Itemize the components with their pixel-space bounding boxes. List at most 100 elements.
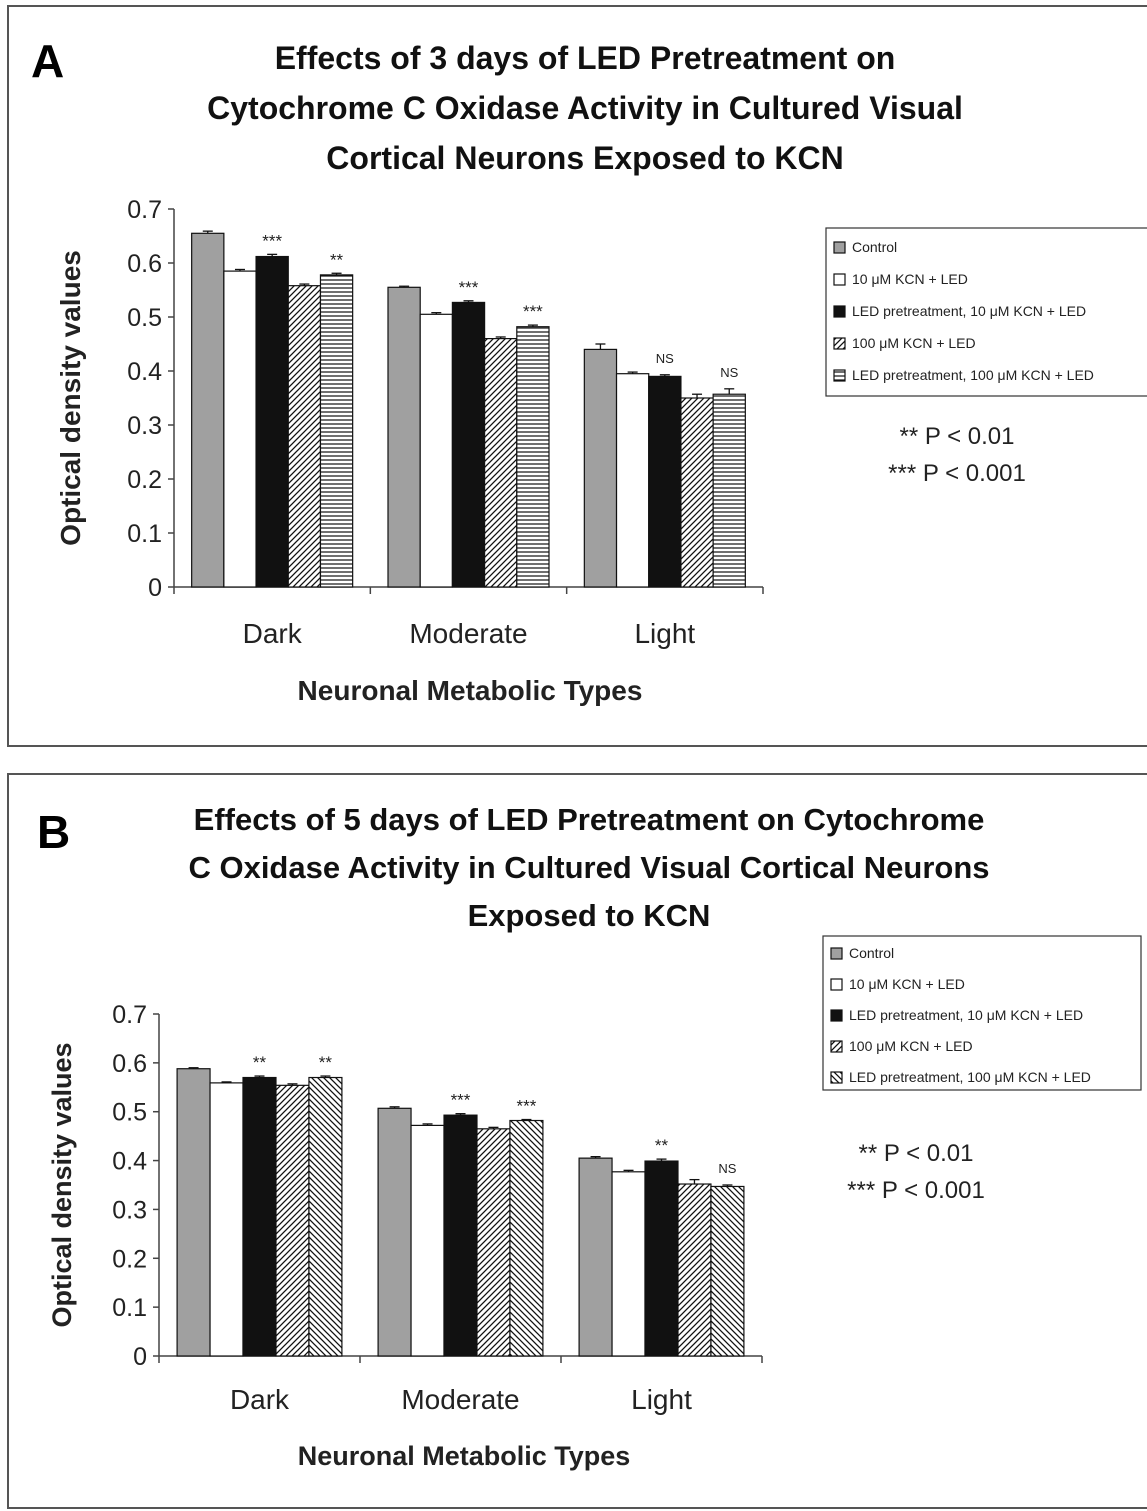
- legend-swatch-control: [830, 947, 843, 960]
- legend-label: 10 μM KCN + LED: [849, 976, 965, 992]
- p-value-note: *** P < 0.001: [888, 460, 1026, 487]
- y-tick-label: 0: [148, 574, 162, 602]
- y-tick-label: 0.6: [127, 250, 162, 278]
- x-category-label: Dark: [243, 618, 303, 649]
- y-tick-label: 0.5: [112, 1099, 147, 1127]
- bar-control-light: [583, 348, 618, 588]
- legend-label: LED pretreatment, 10 μM KCN + LED: [852, 303, 1086, 319]
- legend-label: LED pretreatment, 100 μM KCN + LED: [852, 367, 1094, 383]
- legend-label: Control: [849, 945, 894, 961]
- bar-100-m-kcn-led-dark: [287, 285, 322, 588]
- legend-swatch-led-pretreatment-10-m-kcn-led: [833, 305, 846, 318]
- x-category-label: Moderate: [409, 618, 527, 649]
- significance-marker: ***: [451, 1091, 471, 1110]
- y-tick-label: 0.7: [112, 1001, 147, 1029]
- bar-led-pretreatment-10-m-kcn-led-light: [648, 375, 682, 588]
- bar-led-pretreatment-10-m-kcn-led-moderate: [443, 1114, 478, 1357]
- significance-marker: ***: [523, 302, 543, 321]
- significance-marker: **: [253, 1053, 267, 1072]
- significance-marker: **: [655, 1136, 669, 1155]
- chart-a: A Effects of 3 days of LED Pretreatment o…: [31, 35, 1147, 706]
- bar-led-pretreatment-100-m-kcn-led-light: [710, 1185, 745, 1357]
- legend-label: LED pretreatment, 10 μM KCN + LED: [849, 1007, 1083, 1023]
- legend-swatch-control: [833, 241, 846, 254]
- significance-marker: ***: [516, 1097, 536, 1116]
- y-tick-label: 0.6: [112, 1050, 147, 1078]
- legend-swatch-100-m-kcn-led: [833, 337, 846, 350]
- y-axis-title: Optical density values: [55, 250, 86, 546]
- bar-10-m-kcn-led-moderate: [419, 313, 454, 588]
- y-tick-label: 0.5: [127, 304, 162, 332]
- bar-10-m-kcn-led-dark: [209, 1082, 244, 1357]
- legend-box: [822, 935, 1142, 1091]
- legend-label: 100 μM KCN + LED: [849, 1038, 973, 1054]
- chart-title-line: C Oxidase Activity in Cultured Visual Co…: [188, 850, 989, 885]
- legend-swatch-led-pretreatment-100-m-kcn-led: [830, 1071, 843, 1084]
- chart-title-line: Cortical Neurons Exposed to KCN: [326, 140, 843, 176]
- x-category-label: Light: [634, 618, 695, 649]
- x-axis-title: Neuronal Metabolic Types: [298, 1441, 631, 1471]
- bar-100-m-kcn-led-light: [677, 1183, 712, 1357]
- bar-control-dark: [191, 232, 225, 588]
- bar-led-pretreatment-100-m-kcn-led-moderate: [509, 1119, 544, 1357]
- bar-control-light: [578, 1157, 613, 1357]
- significance-marker: ***: [459, 278, 479, 297]
- chart-title-line: Exposed to KCN: [468, 898, 711, 933]
- x-category-label: Moderate: [401, 1384, 519, 1415]
- y-axis-title: Optical density values: [47, 1042, 77, 1327]
- chart-title-line: Effects of 3 days of LED Pretreatment on: [275, 40, 896, 76]
- y-tick-label: 0.1: [112, 1294, 147, 1322]
- bar-10-m-kcn-led-light: [615, 373, 650, 588]
- bar-100-m-kcn-led-moderate: [476, 1128, 511, 1357]
- x-axis-title: Neuronal Metabolic Types: [298, 675, 643, 706]
- bar-10-m-kcn-led-light: [611, 1171, 646, 1357]
- bar-control-dark: [176, 1068, 211, 1357]
- panel-letter: B: [37, 806, 70, 858]
- legend-swatch-led-pretreatment-10-m-kcn-led: [830, 1009, 843, 1022]
- y-tick-label: 0.2: [112, 1245, 147, 1273]
- legend-swatch-100-m-kcn-led: [830, 1040, 843, 1053]
- legend-label: LED pretreatment, 100 μM KCN + LED: [849, 1069, 1091, 1085]
- legend-swatch-led-pretreatment-100-m-kcn-led: [833, 369, 846, 382]
- bar-led-pretreatment-10-m-kcn-led-dark: [255, 255, 289, 588]
- legend-label: 100 μM KCN + LED: [852, 335, 976, 351]
- legend-box: [825, 227, 1147, 397]
- bar-10-m-kcn-led-dark: [223, 270, 257, 588]
- panel-a: A Effects of 3 days of LED Pretreatment o…: [7, 5, 1147, 747]
- bar-100-m-kcn-led-moderate: [483, 338, 518, 588]
- chart-title-line: Effects of 5 days of LED Pretreatment on…: [194, 802, 985, 837]
- y-tick-label: 0.3: [112, 1196, 147, 1224]
- significance-marker: **: [319, 1053, 333, 1072]
- p-value-note: ** P < 0.01: [900, 423, 1015, 450]
- y-tick-label: 0.4: [127, 358, 162, 386]
- y-tick-label: 0.1: [127, 520, 162, 548]
- significance-marker: **: [330, 250, 344, 269]
- significance-marker: ***: [262, 231, 282, 250]
- significance-marker: NS: [718, 1161, 736, 1176]
- chart-title-line: Cytochrome C Oxidase Activity in Culture…: [207, 90, 963, 126]
- x-category-label: Dark: [230, 1384, 290, 1415]
- chart-b: B Effects of 5 days of LED Pretreatment o…: [37, 802, 1142, 1471]
- bar-10-m-kcn-led-moderate: [410, 1124, 445, 1357]
- bar-led-pretreatment-10-m-kcn-led-moderate: [451, 301, 486, 588]
- legend-swatch-10-m-kcn-led: [833, 273, 846, 286]
- legend-swatch-10-m-kcn-led: [830, 978, 843, 991]
- legend-label: 10 μM KCN + LED: [852, 271, 968, 287]
- bar-100-m-kcn-led-light: [680, 397, 714, 588]
- significance-marker: NS: [656, 351, 674, 366]
- y-tick-label: 0.3: [127, 412, 162, 440]
- bar-control-moderate: [377, 1107, 412, 1357]
- legend-label: Control: [852, 239, 897, 255]
- bar-100-m-kcn-led-dark: [275, 1084, 310, 1357]
- bar-led-pretreatment-100-m-kcn-led-light: [712, 393, 746, 588]
- p-value-note: ** P < 0.01: [859, 1140, 974, 1167]
- y-tick-label: 0.7: [127, 196, 162, 224]
- bar-led-pretreatment-100-m-kcn-led-dark: [319, 274, 354, 588]
- bar-led-pretreatment-10-m-kcn-led-light: [644, 1160, 679, 1357]
- y-tick-label: 0: [133, 1343, 147, 1371]
- panel-b: B Effects of 5 days of LED Pretreatment o…: [7, 773, 1147, 1509]
- x-category-label: Light: [631, 1384, 692, 1415]
- bar-led-pretreatment-100-m-kcn-led-dark: [308, 1076, 343, 1357]
- bar-led-pretreatment-100-m-kcn-led-moderate: [516, 326, 550, 588]
- bar-led-pretreatment-10-m-kcn-led-dark: [242, 1076, 277, 1357]
